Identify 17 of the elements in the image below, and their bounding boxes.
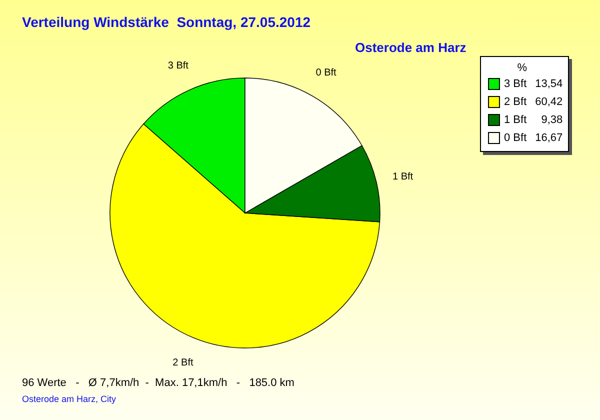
- data-label: 13,54: [534, 77, 563, 91]
- chart-subtitle: Osterode am Harz: [355, 40, 466, 55]
- legend-label: 0 Bft: [504, 132, 527, 144]
- slice-label: 2 Bft: [172, 358, 194, 369]
- data-label: 60,42: [534, 95, 563, 109]
- slice-label: 3 Bft: [168, 60, 189, 72]
- data-label: 9,38: [540, 113, 563, 127]
- data-label: 16,67: [534, 131, 563, 145]
- legend-label: 1 Bft: [504, 114, 527, 126]
- slice-label: 0 Bft: [316, 68, 337, 79]
- text: Osterode am Harz, City: [22, 394, 116, 404]
- legend-title: %: [517, 62, 528, 74]
- legend-label: 3 Bft: [504, 78, 527, 90]
- legend-label: 2 Bft: [504, 96, 527, 108]
- chart-title: Verteilung Windstärke Sonntag, 27.05.2012: [22, 14, 311, 30]
- slice-label: 1 Bft: [392, 171, 414, 182]
- text: 96 Werte - Ø 7,7km/h - Max. 17,1km/h - 185.0 km: [22, 377, 294, 389]
